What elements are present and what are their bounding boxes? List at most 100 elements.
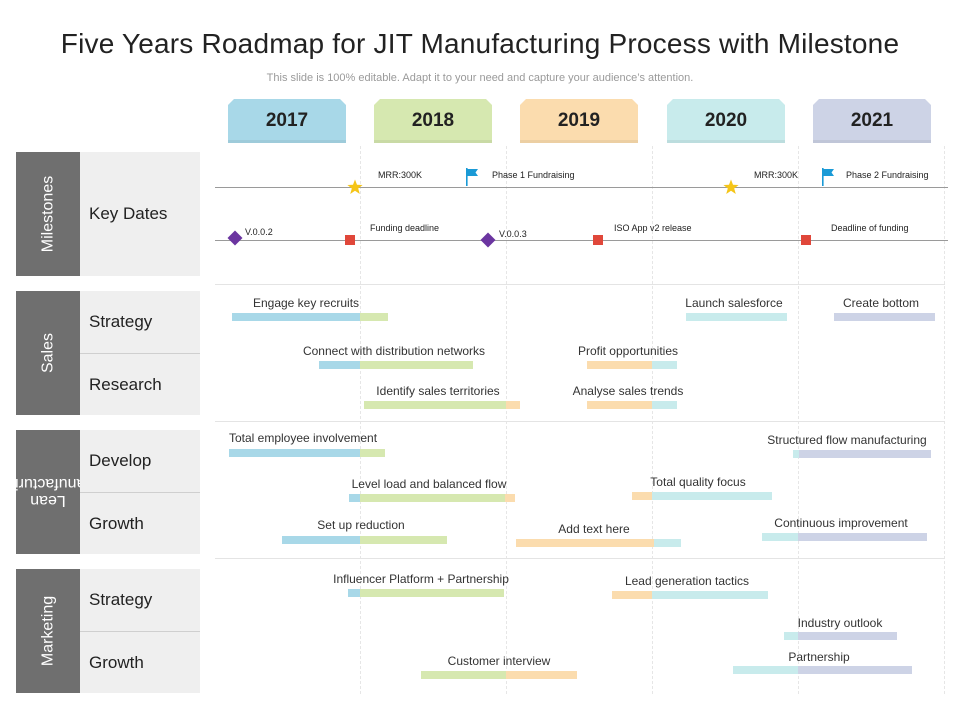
bar-segment [516,539,654,547]
bar-segment [733,666,798,674]
task-bar [834,313,935,321]
grid-line [360,146,361,694]
year-tab-2021: 2021 [813,99,931,143]
bar-segment [652,401,677,409]
bar-segment [798,666,912,674]
star-icon [723,179,739,194]
task-label: Identify sales territories [376,384,500,398]
bar-segment [652,492,772,500]
task-bar [632,492,772,500]
task-label: Set up reduction [317,518,405,532]
bar-segment [282,536,360,544]
row-marketing-strategy: Strategy [80,569,200,631]
task-bar [319,361,473,369]
task-label: Level load and balanced flow [351,477,507,491]
task-bar [762,533,927,541]
page-title: Five Years Roadmap for JIT Manufacturing… [60,28,900,59]
task-bar [364,401,520,409]
star-icon [347,179,363,194]
milestone-label: ISO App v2 release [614,223,692,233]
bar-segment [506,671,577,679]
milestone-label: Phase 2 Fundraising [846,170,929,180]
task-label: Structured flow manufacturing [767,433,927,447]
task-label: Lead generation tactics [624,574,750,588]
bar-segment [652,361,677,369]
task-bar [587,401,677,409]
bar-segment [793,450,799,458]
task-bar [282,536,447,544]
milestone-timeline-top [215,187,948,188]
row-marketing-growth: Growth [80,631,200,693]
task-label: Profit opportunities [577,344,679,358]
task-label: Customer interview [447,654,551,668]
flag-icon [466,168,478,186]
bar-segment [798,632,897,640]
row-key-dates: Key Dates [80,152,200,276]
category-label: Marketing [39,595,57,667]
task-bar [516,539,681,547]
bar-segment [834,313,935,321]
milestone-label: Deadline of funding [831,223,909,233]
milestone-label: Phase 1 Fundraising [492,170,575,180]
bar-segment [364,401,506,409]
task-label: Create bottom [842,296,920,310]
row-lean-develop: Develop [80,430,200,492]
year-tab-2020: 2020 [667,99,785,143]
grid-line [944,146,945,694]
bar-segment [349,494,360,502]
task-bar [232,313,388,321]
bar-segment [360,313,388,321]
bar-segment [348,589,360,597]
bar-segment [784,632,798,640]
task-bar [587,361,677,369]
square-icon [345,235,355,245]
bar-segment [232,313,360,321]
bar-segment [632,492,652,500]
bar-segment [762,533,798,541]
row-sales-strategy: Strategy [80,291,200,353]
section-divider [215,558,945,559]
bar-segment [505,494,515,502]
task-label: Add text here [558,522,630,536]
task-label: Total employee involvement [228,431,378,445]
bar-segment [319,361,360,369]
milestone-label: MRR:300K [754,170,799,180]
category-label: Sales [39,332,57,374]
task-label: Total quality focus [650,475,746,489]
category-marketing: Marketing [16,569,80,693]
square-icon [801,235,811,245]
bar-segment [652,591,768,599]
bar-segment [360,589,504,597]
bar-segment [799,450,931,458]
task-label: Analyse sales trends [572,384,684,398]
section-divider [215,421,945,422]
bar-segment [360,449,385,457]
row-lean-growth: Growth [80,492,200,554]
task-bar [733,666,912,674]
flag-icon [822,168,834,186]
task-bar [612,591,768,599]
bar-segment [686,313,787,321]
grid-line [798,146,799,694]
milestone-label: Funding deadline [370,223,440,233]
bar-segment [360,536,447,544]
task-bar [686,313,787,321]
bar-segment [612,591,652,599]
grid-line [506,146,507,694]
task-bar [348,589,504,597]
bar-segment [360,361,473,369]
task-label: Engage key recruits [252,296,360,310]
milestone-label: V.0.0.2 [245,227,273,237]
bar-segment [654,539,681,547]
category-lean-manufacturing: Lean manufacturing [0,430,99,554]
task-bar [349,494,515,502]
task-bar [793,450,931,458]
category-milestones: Milestones [16,152,80,276]
year-tab-2017: 2017 [228,99,346,143]
square-icon [593,235,603,245]
page-subtitle: This slide is 100% editable. Adapt it to… [266,72,694,84]
section-divider [215,284,945,285]
bar-segment [506,401,520,409]
task-label: Industry outlook [797,616,883,630]
year-tab-2019: 2019 [520,99,638,143]
